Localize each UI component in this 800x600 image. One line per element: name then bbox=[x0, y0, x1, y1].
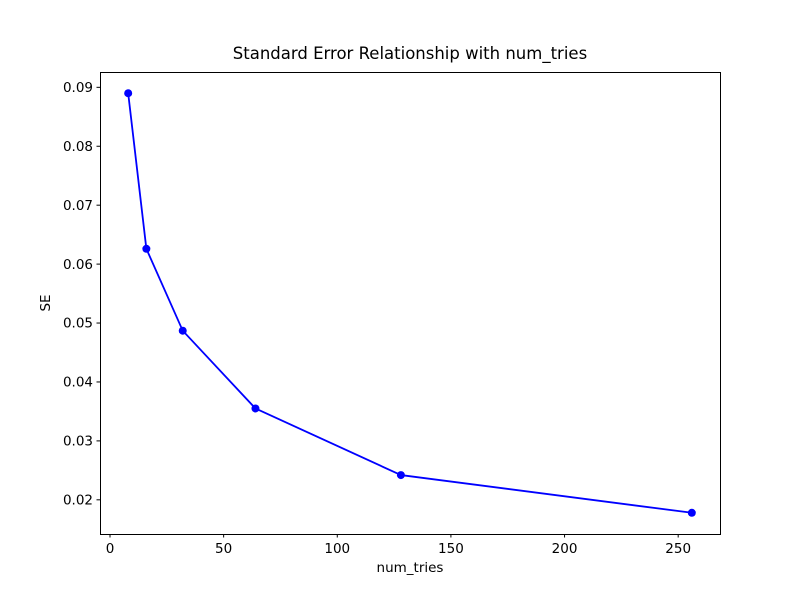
x-tick-label: 100 bbox=[324, 541, 350, 557]
chart-title: Standard Error Relationship with num_tri… bbox=[232, 44, 588, 63]
x-tick-label: 50 bbox=[215, 541, 232, 557]
data-point bbox=[251, 404, 260, 413]
x-tick-label: 200 bbox=[552, 541, 578, 557]
y-tick-label: 0.03 bbox=[63, 434, 93, 450]
data-point bbox=[687, 508, 696, 517]
series-line bbox=[127, 93, 692, 514]
y-tick-label: 0.07 bbox=[63, 198, 93, 214]
x-tick-label: 0 bbox=[106, 541, 115, 557]
data-point bbox=[178, 326, 187, 335]
data-point bbox=[396, 471, 405, 480]
y-tick-label: 0.04 bbox=[63, 375, 93, 391]
x-tick-label: 250 bbox=[665, 541, 691, 557]
y-tick-label: 0.09 bbox=[63, 80, 93, 96]
data-point bbox=[142, 244, 151, 253]
y-tick-label: 0.02 bbox=[63, 493, 93, 509]
data-point bbox=[124, 89, 133, 98]
plot-border bbox=[100, 72, 721, 535]
x-axis-label: num_tries bbox=[376, 560, 444, 576]
y-tick-label: 0.05 bbox=[63, 316, 93, 332]
y-tick-label: 0.06 bbox=[63, 257, 93, 273]
y-axis-label: SE bbox=[38, 294, 54, 312]
y-tick-label: 0.08 bbox=[63, 139, 93, 155]
x-tick-label: 150 bbox=[438, 541, 464, 557]
